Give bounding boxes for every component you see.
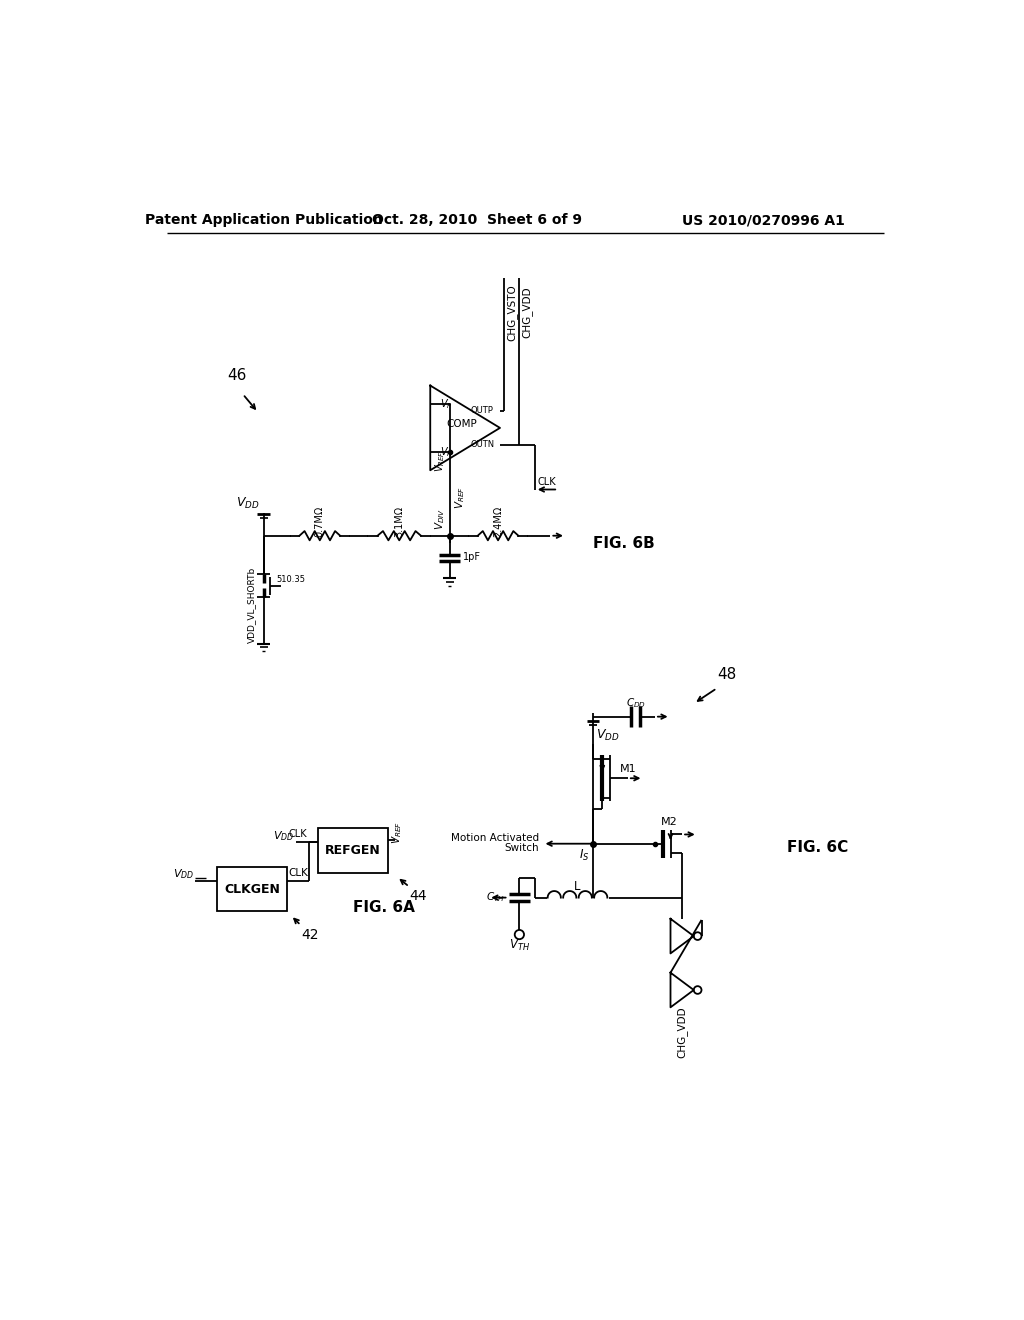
Text: 48: 48 xyxy=(717,667,736,682)
Text: $V_P$: $V_P$ xyxy=(439,397,453,411)
Text: US 2010/0270996 A1: US 2010/0270996 A1 xyxy=(682,213,845,227)
Text: VDD_VL_SHORTb: VDD_VL_SHORTb xyxy=(248,566,256,643)
Text: $V_{TH}$: $V_{TH}$ xyxy=(509,937,529,953)
Bar xyxy=(317,829,388,873)
Text: $V_{DD}$: $V_{DD}$ xyxy=(173,867,194,882)
Text: 44: 44 xyxy=(410,890,427,903)
Text: M1: M1 xyxy=(621,764,637,774)
Text: $V_N$: $V_N$ xyxy=(439,445,453,458)
Text: $C_{TH}$: $C_{TH}$ xyxy=(486,891,506,904)
Text: 2.4MΩ: 2.4MΩ xyxy=(494,506,503,537)
Text: CLKGEN: CLKGEN xyxy=(224,883,280,896)
Text: Switch: Switch xyxy=(504,842,539,853)
Text: $V_{DIV}$: $V_{DIV}$ xyxy=(433,508,447,529)
Text: CLK: CLK xyxy=(289,829,307,840)
Text: $V_{REF}$: $V_{REF}$ xyxy=(390,821,403,843)
Text: OUTN: OUTN xyxy=(471,441,495,449)
Text: REFGEN: REFGEN xyxy=(325,843,381,857)
Text: 3.1MΩ: 3.1MΩ xyxy=(394,507,404,537)
Text: CHG_VSTO: CHG_VSTO xyxy=(506,284,517,341)
Text: 0.7MΩ: 0.7MΩ xyxy=(314,506,325,537)
Text: CHG_VDD: CHG_VDD xyxy=(677,1007,687,1059)
Text: $I_S$: $I_S$ xyxy=(579,847,589,863)
Text: $V_{DD}$: $V_{DD}$ xyxy=(237,496,260,511)
Text: 510.35: 510.35 xyxy=(276,576,305,583)
Text: COMP: COMP xyxy=(446,418,477,429)
Text: $C_{DD}$: $C_{DD}$ xyxy=(626,696,646,710)
Text: 46: 46 xyxy=(227,368,247,383)
Text: 42: 42 xyxy=(301,928,318,941)
Text: $V_{DD}$: $V_{DD}$ xyxy=(596,729,620,743)
Bar xyxy=(217,867,287,911)
Text: $V_{REF}$: $V_{REF}$ xyxy=(453,486,467,508)
Text: $V_{REF}$: $V_{REF}$ xyxy=(433,450,447,471)
Text: CLK: CLK xyxy=(538,477,556,487)
Text: FIG. 6A: FIG. 6A xyxy=(352,900,415,915)
Text: Motion Activated: Motion Activated xyxy=(451,833,539,842)
Text: Patent Application Publication: Patent Application Publication xyxy=(144,213,383,227)
Text: CLK: CLK xyxy=(289,869,308,878)
Text: 1pF: 1pF xyxy=(463,552,481,562)
Text: Oct. 28, 2010  Sheet 6 of 9: Oct. 28, 2010 Sheet 6 of 9 xyxy=(372,213,582,227)
Text: FIG. 6C: FIG. 6C xyxy=(786,840,848,855)
Text: $V_{DD}$: $V_{DD}$ xyxy=(273,829,295,843)
Text: FIG. 6B: FIG. 6B xyxy=(593,536,654,550)
Text: M2: M2 xyxy=(660,817,677,828)
Text: L: L xyxy=(574,880,581,894)
Text: OUTP: OUTP xyxy=(471,407,494,416)
Text: CHG_VDD: CHG_VDD xyxy=(521,286,532,338)
